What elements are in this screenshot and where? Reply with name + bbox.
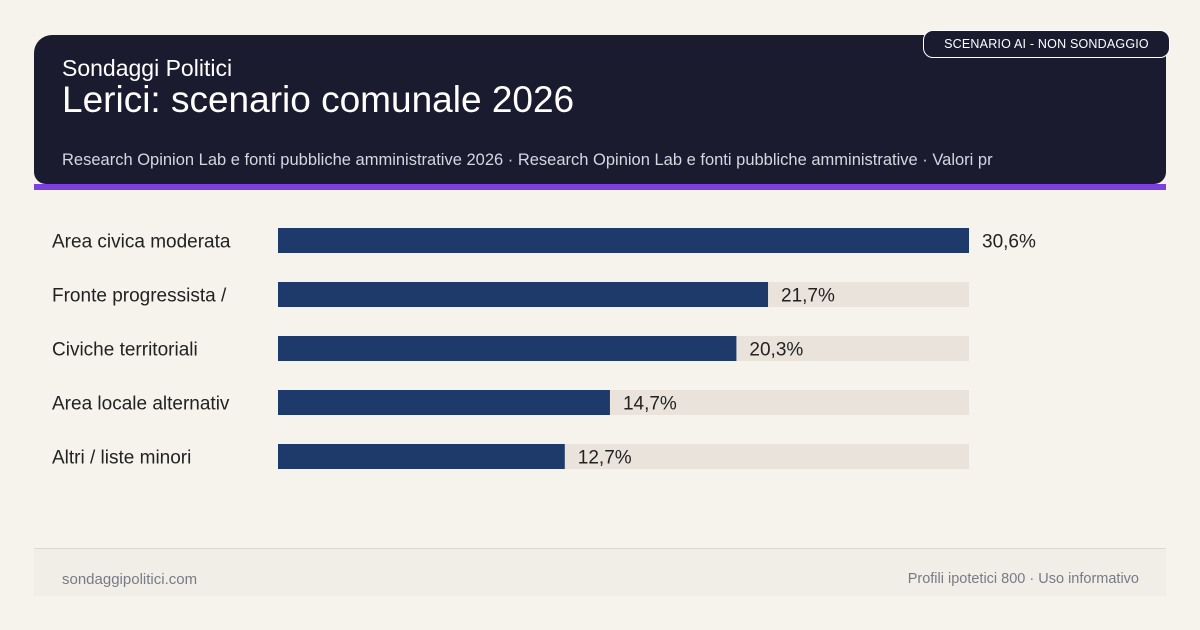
value-label: 30,6% xyxy=(982,232,1036,253)
bar xyxy=(278,444,565,469)
category-label: Altri / liste minori xyxy=(52,448,191,469)
category-label: Area locale alternativ xyxy=(52,394,230,415)
value-label: 20,3% xyxy=(749,340,803,361)
header-banner: Sondaggi Politici Lerici: scenario comun… xyxy=(34,35,1166,184)
bar xyxy=(278,390,610,415)
footer: sondaggipolitici.com Profili ipotetici 8… xyxy=(34,548,1166,596)
scenario-badge: SCENARIO AI - NON SONDAGGIO xyxy=(923,30,1170,58)
value-label: 12,7% xyxy=(578,448,632,469)
value-label: 21,7% xyxy=(781,286,835,307)
category-label: Fronte progressista / xyxy=(52,286,227,307)
category-label: Area civica moderata xyxy=(52,232,231,253)
value-label: 14,7% xyxy=(623,394,677,415)
bar xyxy=(278,336,737,361)
page-title: Lerici: scenario comunale 2026 xyxy=(62,79,575,120)
brand-name: Sondaggi Politici xyxy=(62,55,233,81)
source-line: Research Opinion Lab e fonti pubbliche a… xyxy=(62,151,993,169)
footer-note: Profili ipotetici 800 · Uso informativo xyxy=(907,571,1139,587)
bar xyxy=(278,228,969,253)
bar xyxy=(278,282,769,307)
footer-site: sondaggipolitici.com xyxy=(62,571,198,588)
category-label: Civiche territoriali xyxy=(52,340,198,361)
header-accent-bar xyxy=(34,184,1166,190)
